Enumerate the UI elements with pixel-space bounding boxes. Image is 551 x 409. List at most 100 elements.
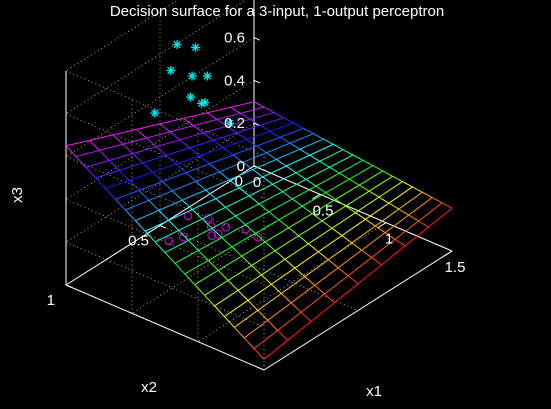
surface-mesh-segment <box>211 227 223 238</box>
star-marker <box>187 71 197 81</box>
surface-mesh-segment <box>259 124 271 132</box>
surface-mesh-segment <box>172 190 183 201</box>
surface-mesh-segment <box>243 337 255 349</box>
surface-mesh-segment <box>209 163 220 173</box>
surface-mesh-segment <box>315 185 327 194</box>
surface-mesh-segment <box>212 139 224 149</box>
surface-mesh-segment <box>351 242 362 251</box>
x1-tick-mark <box>312 193 321 200</box>
x3-tick-label: 0.2 <box>224 115 245 132</box>
grid-line <box>65 241 265 328</box>
surface-mesh-segment <box>241 255 252 266</box>
surface-mesh-segment <box>408 214 419 222</box>
surface-mesh-segment <box>327 259 339 269</box>
surface-mesh-segment <box>138 190 150 201</box>
x3-tick-label: 0 <box>237 158 245 175</box>
star-marker <box>190 42 200 52</box>
surface-mesh-segment <box>272 183 283 193</box>
surface-mesh-segment <box>169 131 181 141</box>
x2-tick-mark <box>65 284 73 289</box>
surface-mesh-segment <box>204 175 393 296</box>
surface-mesh-segment <box>148 200 160 211</box>
x3-tick-label: 0.6 <box>224 30 245 47</box>
star-stroke <box>197 99 206 108</box>
surface-mesh-segment <box>313 133 324 140</box>
surface-mesh-segment <box>252 169 263 178</box>
surface-mesh-segment <box>277 330 288 341</box>
star-stroke <box>173 40 181 49</box>
surface-mesh-segment <box>342 149 354 156</box>
surface-mesh-segment <box>108 160 120 171</box>
surface-mesh-segment <box>85 166 97 179</box>
surface-mesh-segment <box>154 241 166 253</box>
x2-tick-mark <box>159 225 167 229</box>
circle-marker <box>164 236 174 246</box>
surface-mesh-segment <box>298 235 309 245</box>
surface-mesh-segment <box>325 192 336 200</box>
surface-mesh-segment <box>227 280 239 291</box>
surface-mesh-segment <box>221 237 233 248</box>
surface-mesh-segment <box>302 205 313 214</box>
surface-mesh-segment <box>234 191 423 328</box>
surface-mesh-segment <box>257 310 269 321</box>
surface-mesh-segment <box>371 257 382 266</box>
surface-mesh-segment <box>146 137 157 148</box>
surface-mesh-segment <box>193 125 204 134</box>
surface-mesh-segment <box>246 139 257 147</box>
surface-mesh-segment <box>388 202 400 210</box>
surface-mesh-segment <box>319 160 330 168</box>
surface-mesh-segment <box>112 134 124 145</box>
surface-mesh-segment <box>168 220 179 231</box>
surface-mesh-segment <box>65 101 255 147</box>
star-marker <box>150 108 160 118</box>
surface-mesh-segment <box>247 300 259 311</box>
surface-mesh-segment <box>418 220 429 228</box>
surface-mesh-segment <box>258 203 270 213</box>
surface-mesh-segment <box>263 106 275 113</box>
surface-mesh-segment <box>349 178 360 186</box>
surface-mesh-segment <box>204 294 215 307</box>
surface-mesh-segment <box>394 238 406 247</box>
surface-mesh-segment <box>174 262 186 275</box>
x2-axis-label: x2 <box>141 379 157 396</box>
surface-mesh-segment <box>203 132 214 141</box>
surface-mesh-segment <box>269 130 281 138</box>
surface-mesh-segment <box>292 198 303 207</box>
surface-mesh-segment <box>273 111 284 119</box>
surface-mesh-segment <box>135 138 324 222</box>
x1-axis-label: x1 <box>366 383 382 400</box>
surface-mesh-segment <box>115 198 126 211</box>
surface-mesh-segment <box>282 191 293 200</box>
floor-edge <box>65 284 265 371</box>
circle-marker <box>203 213 213 223</box>
surface-mesh-segment <box>226 125 237 134</box>
surface-mesh-segment <box>115 127 304 200</box>
surface-mesh-segment <box>256 145 267 154</box>
surface-mesh-segment <box>324 293 335 304</box>
surface-mesh-segment <box>95 117 284 179</box>
surface-mesh-segment <box>295 172 307 180</box>
surface-mesh-segment <box>65 145 77 157</box>
surface-mesh-segment <box>422 191 433 199</box>
surface-mesh-segment <box>132 153 144 164</box>
surface-mesh-segment <box>274 250 286 260</box>
surface-mesh-segment <box>285 165 297 174</box>
circle-marker <box>207 231 216 240</box>
surface-mesh-segment <box>293 122 304 129</box>
surface-mesh-segment <box>188 240 199 251</box>
surface-mesh-segment <box>290 302 302 313</box>
surface-mesh-segment <box>144 143 334 232</box>
surface-mesh-segment <box>85 111 274 168</box>
surface-mesh-segment <box>261 274 272 285</box>
surface-mesh-segment <box>75 156 87 168</box>
surface-mesh-segment <box>214 181 403 307</box>
surface-mesh-segment <box>441 202 453 209</box>
surface-mesh-segment <box>224 186 413 318</box>
circle-marker <box>213 229 223 239</box>
surface-mesh-segment <box>358 184 370 192</box>
surface-mesh-segment <box>352 154 364 161</box>
surface-mesh-segment <box>105 122 294 190</box>
surface-mesh-segment <box>368 190 380 198</box>
x1-tick-label: 1.5 <box>445 259 466 276</box>
